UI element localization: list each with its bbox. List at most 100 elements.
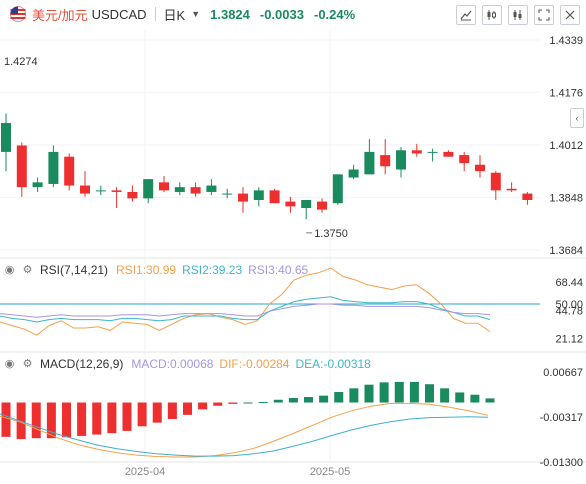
chevron-left-icon[interactable]: ‹ bbox=[570, 108, 584, 128]
candle-body bbox=[490, 172, 501, 191]
pair-name[interactable]: 美元/加元 bbox=[32, 7, 88, 23]
candle-body bbox=[459, 155, 470, 164]
macd-tick-label: -0.01300 bbox=[540, 457, 583, 469]
last-price: 1.3824 bbox=[210, 6, 250, 22]
rsi-line-rsi2 bbox=[0, 296, 491, 323]
macd-histogram-bar bbox=[1, 402, 11, 437]
price-tick-label: 1.4176 bbox=[549, 87, 583, 99]
macd-histogram-bar bbox=[470, 394, 480, 403]
eye-icon[interactable]: ◉ bbox=[4, 263, 15, 276]
candle-body bbox=[1, 123, 11, 152]
macd-histogram-bar bbox=[349, 388, 359, 403]
macd-histogram-bar bbox=[364, 384, 374, 403]
macd-histogram-bar bbox=[319, 395, 329, 403]
rsi-name: RSI(7,14,21) bbox=[40, 263, 109, 277]
date-tick-label: 2025-05 bbox=[310, 466, 350, 478]
candle-body bbox=[48, 151, 59, 184]
macd-histogram-bar bbox=[107, 402, 117, 434]
macd-histogram-bar bbox=[425, 384, 434, 403]
high-annotation: 1.4274 bbox=[4, 56, 38, 68]
candle-body bbox=[111, 190, 122, 192]
settings-icon[interactable]: ⚙ bbox=[22, 357, 33, 370]
macd-value: MACD:0.00068 bbox=[131, 357, 214, 371]
period-selector[interactable]: 日K bbox=[163, 7, 186, 23]
macd-histogram-bar bbox=[304, 397, 313, 403]
rsi-tick-label: 44.78 bbox=[555, 305, 583, 317]
macd-tick-label: -0.00317 bbox=[540, 412, 583, 424]
chart-header: 美元/加元 USDCAD 日K ▼ 1.3824 -0.0033 -0.24% bbox=[0, 0, 586, 28]
macd-histogram-bar bbox=[440, 388, 450, 403]
rsi2-value: RSI2:39.23 bbox=[182, 263, 243, 277]
macd-histogram-bar bbox=[394, 381, 404, 403]
candle-body bbox=[174, 187, 185, 192]
candle-body bbox=[317, 201, 327, 210]
macd-histogram-bar bbox=[46, 402, 56, 439]
macd-histogram-bar bbox=[183, 402, 192, 415]
pair-code: USDCAD bbox=[91, 6, 147, 22]
candle-body bbox=[222, 193, 233, 195]
macd-histogram-bar bbox=[31, 402, 41, 439]
flag-icon bbox=[10, 6, 26, 22]
macd-legend: ◉ ⚙ MACD(12,26,9) MACD:0.00068 DIF:-0.00… bbox=[4, 357, 377, 371]
candle-body bbox=[16, 145, 27, 188]
rsi3-value: RSI3:40.65 bbox=[248, 263, 309, 277]
macd-histogram-bar bbox=[334, 391, 344, 403]
macd-histogram-bar bbox=[409, 381, 419, 403]
rsi-tick-label: 50.00 bbox=[555, 299, 583, 311]
macd-histogram-bar bbox=[258, 402, 268, 404]
price-tick-label: 1.3684 bbox=[549, 245, 583, 257]
candle-body bbox=[301, 199, 312, 208]
candle-body bbox=[285, 201, 296, 207]
macd-histogram-bar bbox=[62, 402, 71, 438]
candle-body bbox=[95, 190, 106, 192]
candle-body bbox=[506, 188, 517, 191]
candle-body bbox=[32, 182, 43, 188]
macd-histogram-bar bbox=[137, 402, 147, 427]
eye-icon[interactable]: ◉ bbox=[4, 357, 15, 370]
price-tick-label: 1.4339 bbox=[549, 35, 583, 47]
drawing-tool-icon[interactable] bbox=[456, 5, 476, 25]
candle-body bbox=[475, 164, 485, 172]
candle-body bbox=[522, 193, 533, 200]
candle-body bbox=[396, 150, 406, 170]
chevron-down-icon[interactable]: ▼ bbox=[191, 9, 201, 19]
macd-histogram-bar bbox=[198, 402, 208, 410]
date-tick-label: 2025-04 bbox=[125, 466, 165, 478]
macd-histogram-bar bbox=[152, 402, 162, 423]
indicator-icon[interactable] bbox=[508, 5, 528, 25]
candle-body bbox=[190, 187, 201, 194]
candle-body bbox=[348, 169, 359, 178]
macd-histogram-bar bbox=[485, 398, 495, 403]
candle-body bbox=[332, 174, 343, 204]
toolbar bbox=[456, 5, 580, 25]
candle-body bbox=[143, 179, 154, 199]
macd-histogram-bar bbox=[213, 402, 223, 406]
price-tick-label: 1.3848 bbox=[549, 192, 583, 204]
rsi-line-rsi1 bbox=[0, 267, 491, 336]
macd-line-dea bbox=[0, 413, 489, 457]
candle-body bbox=[64, 156, 75, 186]
settings-icon[interactable]: ⚙ bbox=[22, 263, 33, 276]
macd-histogram-bar bbox=[167, 402, 177, 419]
price-change-pct: -0.24% bbox=[313, 6, 356, 22]
macd-histogram-bar bbox=[228, 402, 238, 404]
close-icon[interactable] bbox=[560, 5, 580, 25]
macd-histogram-bar bbox=[273, 399, 283, 403]
candle-body bbox=[80, 185, 90, 194]
macd-histogram-bar bbox=[379, 382, 389, 403]
rsi-line-rsi3 bbox=[0, 303, 491, 318]
macd-histogram-bar bbox=[16, 402, 26, 440]
price-tick-label: 1.4012 bbox=[549, 140, 583, 152]
candle-body bbox=[427, 151, 438, 153]
dea-value: DEA:-0.00318 bbox=[295, 357, 371, 371]
rsi-tick-label: 21.12 bbox=[555, 334, 583, 346]
macd-line-dif bbox=[0, 402, 489, 458]
candle-type-icon[interactable] bbox=[482, 5, 502, 25]
rsi-tick-label: 68.44 bbox=[555, 277, 583, 289]
rsi-legend: ◉ ⚙ RSI(7,14,21) RSI1:30.99 RSI2:39.23 R… bbox=[4, 263, 314, 277]
macd-histogram-bar bbox=[92, 402, 102, 435]
candle-body bbox=[159, 182, 169, 191]
fullscreen-icon[interactable] bbox=[534, 5, 554, 25]
